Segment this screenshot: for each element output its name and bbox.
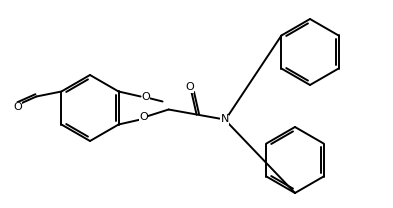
Text: N: N (220, 114, 229, 125)
Text: O: O (139, 111, 148, 121)
Text: O: O (141, 93, 151, 103)
Text: O: O (13, 102, 22, 111)
Text: O: O (185, 83, 194, 93)
